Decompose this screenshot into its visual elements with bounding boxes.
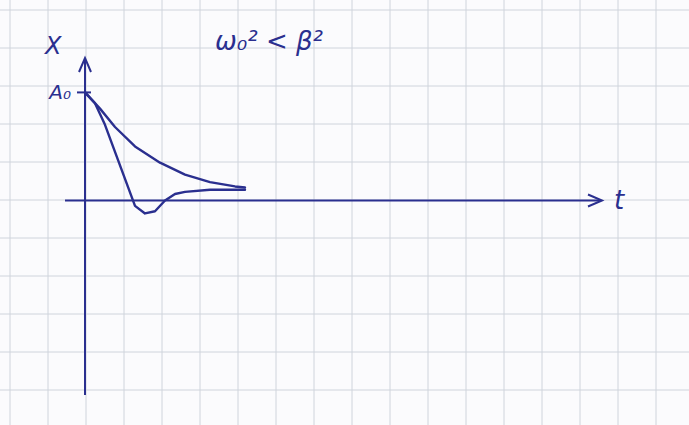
curve <box>85 92 245 187</box>
paper-line <box>390 0 391 425</box>
y-axis <box>84 60 86 395</box>
x-axis-arrow <box>588 194 602 206</box>
paper-line <box>428 0 429 425</box>
paper-line <box>0 314 689 315</box>
paper-line <box>124 0 125 425</box>
paper-line <box>0 238 689 239</box>
paper-line <box>656 0 657 425</box>
x-axis-title: t <box>614 185 625 215</box>
paper-line <box>238 0 239 425</box>
paper-line <box>314 0 315 425</box>
y-axis-arrow <box>79 58 91 72</box>
paper-line <box>504 0 505 425</box>
paper-line <box>0 48 689 49</box>
paper-line <box>48 0 49 425</box>
paper-line <box>10 0 11 425</box>
y-tick-label: A₀ <box>47 80 71 104</box>
y-axis-title: X <box>43 32 62 60</box>
paper-line <box>0 352 689 353</box>
paper-line <box>0 10 689 11</box>
paper-line <box>200 0 201 425</box>
curves <box>85 92 245 213</box>
paper-line <box>352 0 353 425</box>
paper-line <box>580 0 581 425</box>
paper-line <box>542 0 543 425</box>
paper-line <box>0 276 689 277</box>
paper-line <box>0 200 689 201</box>
paper-line <box>0 86 689 87</box>
paper-line <box>0 390 689 391</box>
title: ω₀² < β² <box>215 26 323 56</box>
paper-line <box>162 0 163 425</box>
curve <box>85 92 245 213</box>
paper-line <box>0 162 689 163</box>
paper-line <box>86 0 87 425</box>
paper-line <box>466 0 467 425</box>
sketch: A₀ Xt ω₀² < β² <box>0 0 689 425</box>
x-axis <box>65 199 600 201</box>
paper-line <box>276 0 277 425</box>
graph-paper <box>0 0 689 425</box>
